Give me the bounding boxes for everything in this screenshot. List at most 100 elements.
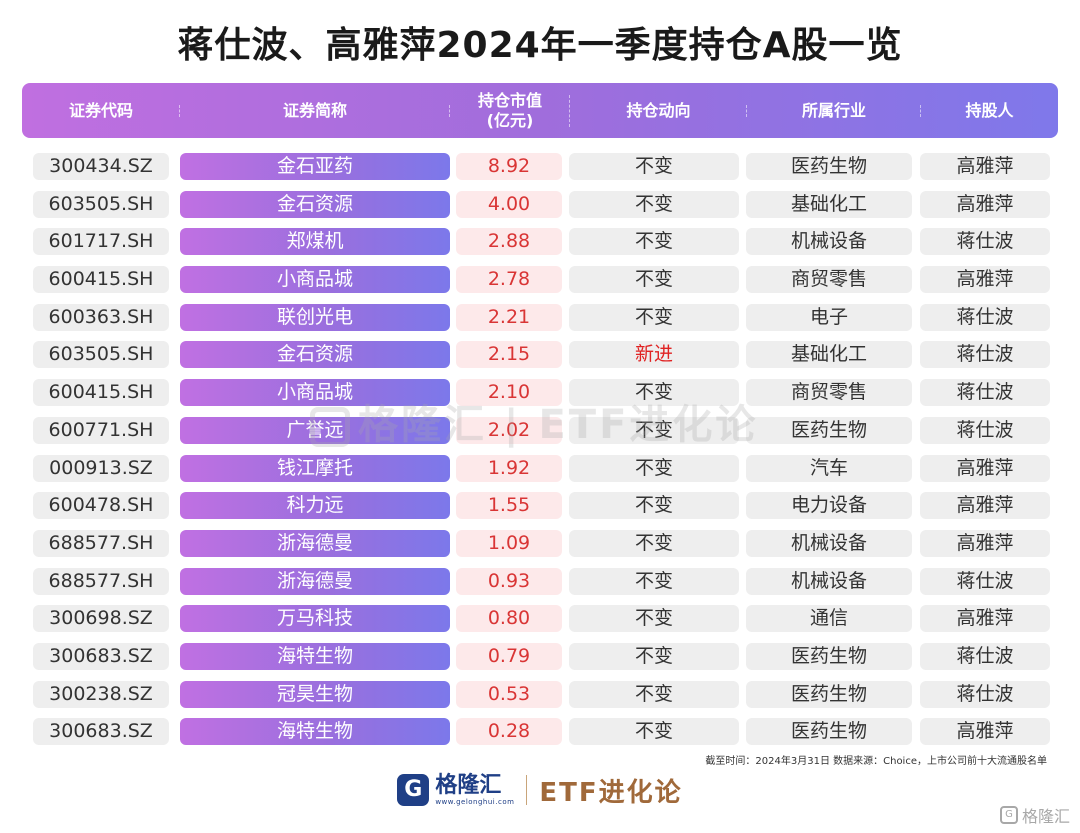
cell-industry: 基础化工 <box>746 341 912 369</box>
cell-value: 2.21 <box>456 303 562 331</box>
cell-industry: 医药生物 <box>746 642 912 670</box>
logo-text: 格隆汇 www.gelonghui.com <box>435 773 515 807</box>
cell-code: 601717.SH <box>33 228 169 256</box>
cell-holder: 蒋仕波 <box>920 303 1050 331</box>
table-row: 600363.SH 联创光电 2.21 不变 电子 蒋仕波 <box>0 301 1080 339</box>
cell-holder: 高雅萍 <box>920 718 1050 746</box>
cell-holder: 蒋仕波 <box>920 567 1050 595</box>
cell-action: 不变 <box>569 680 739 708</box>
cell-value: 0.80 <box>456 605 562 633</box>
header-holder: 持股人 <box>965 100 1014 120</box>
cell-holder: 蒋仕波 <box>920 379 1050 407</box>
cell-value: 0.28 <box>456 718 562 746</box>
cell-name: 科力远 <box>180 492 450 520</box>
cell-industry: 商贸零售 <box>746 266 912 294</box>
table-row: 600415.SH 小商品城 2.78 不变 商贸零售 高雅萍 <box>0 263 1080 301</box>
watermark: 格隆汇 | ETF进化论 <box>310 392 758 450</box>
cell-code: 000913.SZ <box>33 454 169 482</box>
cell-industry: 机械设备 <box>746 529 912 557</box>
cell-action: 不变 <box>569 153 739 180</box>
cell-holder: 蒋仕波 <box>920 341 1050 369</box>
table-body: 300434.SZ 金石亚药 8.92 不变 医药生物 高雅萍 603505.S… <box>0 150 1080 753</box>
cell-name: 冠昊生物 <box>180 680 450 708</box>
cell-holder: 蒋仕波 <box>920 228 1050 256</box>
cell-value: 2.88 <box>456 228 562 256</box>
cell-industry: 汽车 <box>746 454 912 482</box>
cell-name: 联创光电 <box>180 303 450 331</box>
cell-holder: 蒋仕波 <box>920 642 1050 670</box>
cell-holder: 蒋仕波 <box>920 680 1050 708</box>
cell-industry: 医药生物 <box>746 153 912 180</box>
cell-name: 金石资源 <box>180 190 450 218</box>
cell-action: 不变 <box>569 567 739 595</box>
cell-industry: 医药生物 <box>746 680 912 708</box>
table-row: 600771.SH 广誉远 2.02 不变 医药生物 蒋仕波 <box>0 414 1080 452</box>
cell-action: 不变 <box>569 416 739 444</box>
table-row: 688577.SH 浙海德曼 1.09 不变 机械设备 高雅萍 <box>0 527 1080 565</box>
cell-name: 万马科技 <box>180 605 450 633</box>
table-row: 300683.SZ 海特生物 0.79 不变 医药生物 蒋仕波 <box>0 640 1080 678</box>
cell-code: 600415.SH <box>33 379 169 407</box>
logo-url: www.gelonghui.com <box>435 797 515 806</box>
cell-name: 小商品城 <box>180 379 450 407</box>
table-row: 601717.SH 郑煤机 2.88 不变 机械设备 蒋仕波 <box>0 225 1080 263</box>
watermark-logo-icon <box>310 407 350 447</box>
cell-value: 1.09 <box>456 529 562 557</box>
cell-action: 不变 <box>569 642 739 670</box>
cell-holder: 高雅萍 <box>920 190 1050 218</box>
table-row: 603505.SH 金石资源 2.15 新进 基础化工 蒋仕波 <box>0 338 1080 376</box>
cell-action: 不变 <box>569 718 739 746</box>
cell-industry: 电子 <box>746 303 912 331</box>
cell-value: 8.92 <box>456 153 562 180</box>
cell-name: 浙海德曼 <box>180 529 450 557</box>
page-title: 蒋仕波、高雅萍2024年一季度持仓A股一览 <box>177 25 903 66</box>
cell-action: 不变 <box>569 605 739 633</box>
table-row: 300434.SZ 金石亚药 8.92 不变 医药生物 高雅萍 <box>0 150 1080 188</box>
cell-code: 300683.SZ <box>33 718 169 746</box>
corner-logo-icon: G <box>999 806 1018 824</box>
cell-action: 不变 <box>569 529 739 557</box>
cell-code: 600415.SH <box>33 266 169 294</box>
cell-holder: 高雅萍 <box>920 492 1050 520</box>
cell-code: 603505.SH <box>33 190 169 218</box>
footer-brand: G 格隆汇 www.gelonghui.com ETF进化论 <box>0 772 1080 808</box>
cell-code: 688577.SH <box>33 529 169 557</box>
table-row: 300238.SZ 冠昊生物 0.53 不变 医药生物 蒋仕波 <box>0 678 1080 716</box>
cell-name: 海特生物 <box>180 642 450 670</box>
cell-name: 金石亚药 <box>180 153 450 180</box>
cell-action: 不变 <box>569 228 739 256</box>
cell-action: 不变 <box>569 190 739 218</box>
footer-divider <box>526 775 528 805</box>
cell-name: 金石资源 <box>180 341 450 369</box>
cell-holder: 蒋仕波 <box>920 416 1050 444</box>
cell-industry: 通信 <box>746 605 912 633</box>
header-value-line1: 持仓市值 <box>477 90 542 110</box>
cell-industry: 机械设备 <box>746 567 912 595</box>
cell-holder: 高雅萍 <box>920 153 1050 180</box>
cell-value: 2.78 <box>456 266 562 294</box>
cell-industry: 机械设备 <box>746 228 912 256</box>
cell-holder: 高雅萍 <box>920 454 1050 482</box>
watermark-text: 格隆汇 | ETF进化论 <box>358 402 759 448</box>
table-row: 300698.SZ 万马科技 0.80 不变 通信 高雅萍 <box>0 602 1080 640</box>
table-row: 600415.SH 小商品城 2.10 不变 商贸零售 蒋仕波 <box>0 376 1080 414</box>
cell-code: 300683.SZ <box>33 642 169 670</box>
table-row: 688577.SH 浙海德曼 0.93 不变 机械设备 蒋仕波 <box>0 565 1080 603</box>
header-value-line2: (亿元) <box>486 110 534 130</box>
header-industry: 所属行业 <box>747 101 921 121</box>
table-row: 603505.SH 金石资源 4.00 不变 基础化工 高雅萍 <box>0 188 1080 226</box>
cell-value: 2.15 <box>456 341 562 369</box>
cell-code: 300698.SZ <box>33 605 169 633</box>
cell-holder: 高雅萍 <box>920 266 1050 294</box>
table-row: 600478.SH 科力远 1.55 不变 电力设备 高雅萍 <box>0 489 1080 527</box>
cell-holder: 高雅萍 <box>920 605 1050 633</box>
cell-code: 600478.SH <box>33 492 169 520</box>
header-code: 证券代码 <box>22 101 180 121</box>
cell-name: 郑煤机 <box>180 228 450 256</box>
cell-code: 688577.SH <box>33 567 169 595</box>
gelonghui-logo-icon: G <box>397 774 430 806</box>
cell-name: 浙海德曼 <box>180 567 450 595</box>
header-action: 持仓动向 <box>570 101 747 121</box>
cell-value: 2.10 <box>456 379 562 407</box>
cell-value: 4.00 <box>456 190 562 218</box>
